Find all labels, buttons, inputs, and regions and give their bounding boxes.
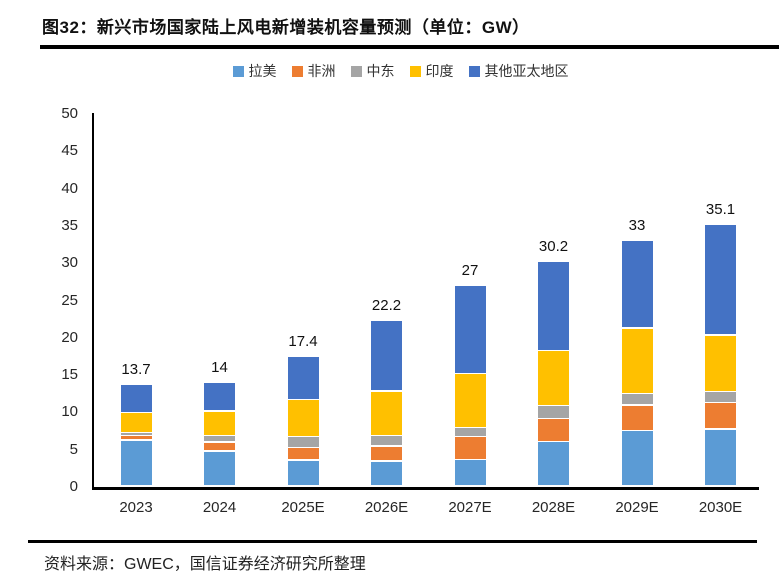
y-axis-tick-label: 0: [69, 478, 78, 495]
bar-segment: [454, 460, 486, 486]
bar-segment: [538, 442, 569, 486]
bar-segment: [204, 451, 235, 486]
x-axis-line: [92, 486, 759, 490]
bar-segment: [621, 394, 653, 405]
bar-segment: [204, 436, 235, 442]
bar-total-label: 30.2: [538, 237, 569, 255]
bar-segment: [204, 382, 235, 411]
y-axis-tick-label: 45: [61, 142, 78, 160]
y-axis-tick-label: 30: [61, 254, 78, 272]
bar-segment: [621, 405, 653, 430]
bar-segment: [371, 436, 402, 446]
bar-segment: [120, 413, 152, 432]
bar-segment: [454, 428, 486, 436]
bar-segment: [120, 440, 152, 486]
legend-item: 拉美: [232, 61, 277, 81]
bar-segment: [120, 433, 152, 435]
y-axis-tick-label: 20: [61, 328, 78, 346]
y-axis-tick-label: 35: [61, 216, 78, 234]
bar-total-label: 13.7: [121, 360, 151, 378]
legend-item: 非洲: [291, 61, 336, 81]
bar-segment: [621, 431, 653, 486]
x-axis-label: 2027E: [448, 499, 492, 516]
chart-legend: 拉美 非洲 中东 印度 其他亚太地区: [0, 61, 783, 81]
y-axis-tick-label: 25: [61, 291, 78, 309]
bar-segment: [538, 406, 569, 418]
legend-item: 印度: [409, 61, 454, 81]
x-axis-label: 2028E: [531, 499, 576, 516]
x-axis-label: 2025E: [281, 499, 325, 516]
bar-total-label: 22.2: [371, 297, 402, 315]
y-axis-tick-label: 50: [61, 105, 78, 122]
bar-segment: [287, 437, 319, 447]
bar-total-label: 14: [211, 358, 228, 376]
bar-segment: [705, 225, 736, 335]
bar-segment: [120, 384, 152, 412]
bar-segment: [705, 429, 736, 486]
legend-swatch: [350, 65, 362, 77]
y-axis-tick-label: 10: [61, 403, 78, 421]
bar-segment: [120, 436, 152, 440]
bar-segment: [371, 321, 402, 390]
bar-segment: [287, 357, 319, 399]
y-axis-line: [92, 113, 94, 487]
legend-swatch: [409, 65, 421, 77]
legend-item: 中东: [350, 61, 395, 81]
x-axis-label: 2024: [202, 499, 237, 516]
bar-segment: [538, 419, 569, 441]
bar-segment: [454, 285, 486, 373]
footer-rule: [28, 540, 757, 543]
legend-swatch: [232, 65, 244, 77]
bar-segment: [705, 335, 736, 391]
legend-label: 非洲: [307, 63, 336, 79]
bar-segment: [454, 437, 486, 459]
bar-segment: [204, 442, 235, 451]
bar-segment: [287, 400, 319, 436]
title-underline: [40, 45, 779, 49]
bar-segment: [705, 403, 736, 429]
page-title: 图32：新兴市场国家陆上风电新增装机容量预测（单位：GW）: [42, 18, 530, 37]
legend-label: 其他亚太地区: [484, 63, 569, 79]
legend-swatch: [468, 65, 480, 77]
bar-total-label: 27: [461, 261, 479, 279]
legend-swatch: [291, 65, 303, 77]
legend-label: 中东: [366, 63, 395, 79]
legend-label: 拉美: [248, 63, 277, 79]
bar-segment: [371, 461, 402, 486]
bar-segment: [538, 261, 569, 350]
x-axis-label: 2023: [119, 499, 153, 516]
bar-segment: [621, 328, 653, 393]
source-text: 资料来源：GWEC，国信证券经济研究所整理: [44, 556, 366, 573]
legend-label: 印度: [425, 63, 454, 79]
y-axis-tick-label: 5: [69, 440, 78, 458]
y-axis-tick-label: 40: [61, 179, 78, 197]
bar-segment: [621, 240, 653, 328]
y-axis-tick-label: 15: [61, 366, 78, 384]
bar-segment: [204, 411, 235, 435]
bar-segment: [538, 351, 569, 405]
x-axis-label: 2029E: [615, 499, 659, 516]
bar-segment: [371, 446, 402, 461]
bar-segment: [287, 448, 319, 460]
legend-item: 其他亚太地区: [468, 61, 569, 81]
x-axis-label: 2026E: [364, 499, 409, 516]
bar-segment: [454, 374, 486, 427]
bar-segment: [371, 391, 402, 435]
x-axis-label: 2030E: [698, 499, 743, 516]
bar-segment: [705, 392, 736, 402]
bar-total-label: 35.1: [705, 201, 736, 219]
bar-total-label: 17.4: [288, 333, 318, 351]
bar-total-label: 33: [628, 216, 646, 234]
bar-segment: [287, 460, 319, 486]
